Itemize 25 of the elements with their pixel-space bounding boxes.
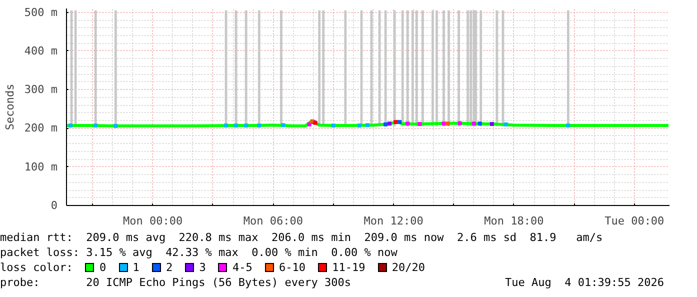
legend-title: loss color: — [0, 261, 73, 274]
x-tick-label: Tue 00:00 — [604, 214, 664, 228]
legend-label: 6-10 — [278, 261, 306, 274]
y-tick-label: 200 m — [24, 122, 58, 135]
y-tick-label: 100 m — [24, 160, 58, 174]
text: packet loss: 3.15 % avg 42.33 % max 0.00 % min 0.00 % now — [0, 245, 398, 260]
legend-label: 2 — [166, 261, 173, 274]
y-axis-title: Seconds — [3, 84, 16, 130]
legend-label: 3 — [199, 261, 206, 274]
legend-label: 11-19 — [332, 261, 366, 274]
legend-label: 0 — [99, 261, 106, 274]
x-tick-label: Mon 06:00 — [243, 214, 303, 228]
text: probe: 20 ICMP Echo Pings (56 Bytes) every 300s — [0, 275, 351, 290]
legend-label: 20/20 — [392, 261, 425, 274]
x-tick-label: Mon 00:00 — [122, 214, 183, 228]
text: median rtt: 209.0 ms avg 220.8 ms max 206.0 ms min 209.0 ms now 2.6 ms sd 81.9 am/s — [0, 230, 603, 245]
x-tick-label: Mon 12:00 — [364, 214, 424, 228]
y-tick-label: 400 m — [24, 44, 58, 58]
y-tick-label: 500 m — [24, 6, 58, 19]
y-tick-label: 0 — [50, 199, 58, 212]
x-tick-label: Mon 18:00 — [484, 214, 544, 228]
y-tick-label: 300 m — [24, 83, 58, 96]
legend-label: 4-5 — [232, 261, 252, 274]
text: Tue Aug 4 01:39:55 2026 — [505, 275, 664, 290]
legend-label: 1 — [132, 261, 140, 274]
